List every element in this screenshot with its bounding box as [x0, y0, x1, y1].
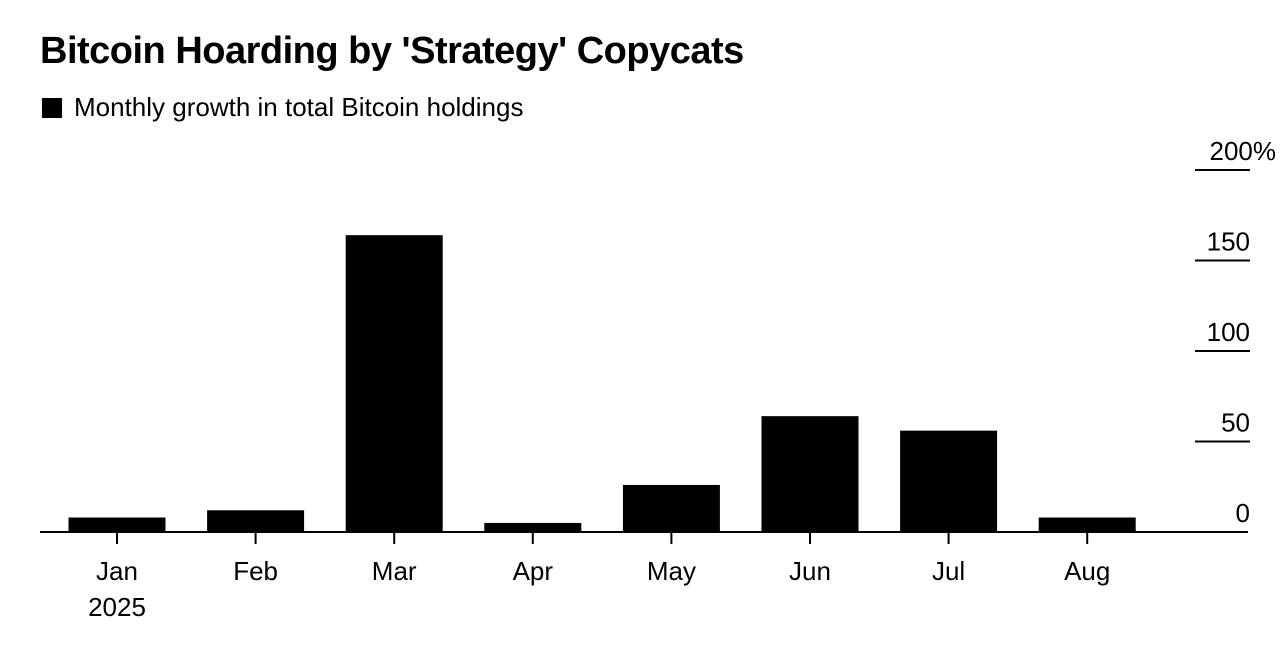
bar-jul: [900, 430, 998, 532]
y-tick-label: 100: [1207, 317, 1250, 347]
x-tick-label: Jan: [96, 556, 138, 586]
y-tick-label: 50: [1221, 408, 1250, 438]
x-tick-label: Jun: [789, 556, 831, 586]
x-tick-label: Feb: [233, 556, 278, 586]
x-year-label: 2025: [88, 592, 146, 622]
bar-jun: [761, 416, 859, 532]
bar-jan: [68, 517, 166, 532]
x-tick-label: Apr: [513, 556, 554, 586]
bar-mar: [345, 235, 443, 532]
bar-apr: [484, 522, 582, 532]
chart-title: Bitcoin Hoarding by 'Strategy' Copycats: [40, 30, 744, 72]
bar-feb: [207, 510, 305, 532]
x-tick-label: Jul: [932, 556, 965, 586]
y-tick-label: 0: [1236, 498, 1250, 528]
bar-aug: [1038, 517, 1136, 532]
x-tick-label: Mar: [372, 556, 417, 586]
x-tick-label: Aug: [1064, 556, 1110, 586]
legend: Monthly growth in total Bitcoin holdings: [42, 92, 523, 123]
x-tick-label: May: [647, 556, 696, 586]
legend-swatch: [42, 97, 62, 118]
legend-label: Monthly growth in total Bitcoin holdings: [74, 92, 524, 122]
y-tick-label: 150: [1207, 227, 1250, 257]
bar-may: [622, 484, 720, 532]
y-tick-label: 200%: [1210, 136, 1277, 166]
